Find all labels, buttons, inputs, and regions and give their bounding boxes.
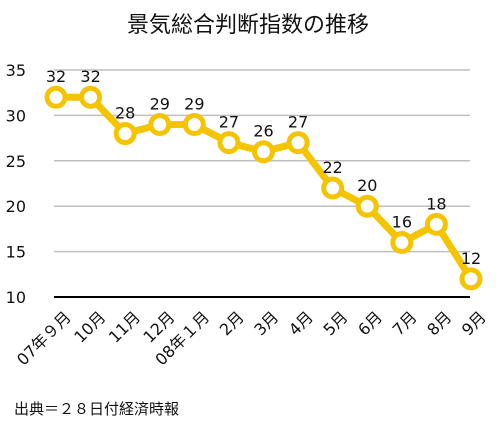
data-point bbox=[424, 212, 448, 236]
data-label: 29 bbox=[150, 94, 170, 113]
x-tick-label: 6月 bbox=[354, 307, 386, 339]
data-label: 18 bbox=[426, 194, 446, 213]
y-tick-label: 15 bbox=[6, 243, 26, 262]
y-tick-label: 10 bbox=[6, 288, 26, 307]
gridlines bbox=[54, 69, 470, 298]
data-point bbox=[321, 176, 345, 200]
data-label: 16 bbox=[392, 213, 412, 232]
data-label: 32 bbox=[46, 67, 66, 86]
x-tick-label: 2月 bbox=[216, 307, 248, 339]
data-label: 20 bbox=[357, 176, 377, 195]
data-point bbox=[44, 85, 68, 109]
data-labels: 32 32 28 29 29 27 26 27 22 20 16 18 12 bbox=[46, 67, 481, 268]
data-point bbox=[286, 131, 310, 155]
y-tick-label: 20 bbox=[6, 197, 26, 216]
y-tick-label: 25 bbox=[6, 152, 26, 171]
x-tick-label: 5月 bbox=[320, 307, 352, 339]
data-label: 12 bbox=[461, 249, 481, 268]
data-label: 27 bbox=[288, 113, 308, 132]
x-tick-label: 07年９月 bbox=[13, 307, 75, 369]
data-point bbox=[79, 85, 103, 109]
x-tick-label: 4月 bbox=[285, 307, 317, 339]
x-tick-label: 8月 bbox=[423, 307, 455, 339]
data-label: 28 bbox=[115, 104, 135, 123]
data-point bbox=[217, 131, 241, 155]
data-label: 32 bbox=[80, 67, 100, 86]
x-tick-label: 3月 bbox=[250, 307, 282, 339]
y-axis-tick-labels: 10 15 20 25 30 35 bbox=[6, 61, 26, 307]
data-label: 22 bbox=[322, 158, 342, 177]
x-tick-label: 9月 bbox=[458, 307, 490, 339]
y-tick-label: 30 bbox=[6, 106, 26, 125]
data-label: 29 bbox=[184, 94, 204, 113]
data-point bbox=[182, 112, 206, 136]
source-note: 出典＝２８日付経済時報 bbox=[14, 400, 180, 418]
x-tick-label: 7月 bbox=[389, 307, 421, 339]
y-tick-label: 35 bbox=[6, 61, 26, 80]
x-tick-label: 10月 bbox=[70, 307, 109, 346]
data-point bbox=[113, 122, 137, 146]
data-label: 26 bbox=[253, 122, 273, 141]
data-point bbox=[355, 194, 379, 218]
data-label: 27 bbox=[219, 113, 239, 132]
data-point bbox=[390, 231, 414, 255]
chart-title: 景気総合判断指数の推移 bbox=[127, 13, 369, 38]
data-point bbox=[459, 267, 483, 291]
data-point bbox=[148, 112, 172, 136]
data-point bbox=[252, 140, 275, 164]
data-point-markers bbox=[44, 85, 483, 291]
x-tick-label: 11月 bbox=[105, 307, 144, 346]
